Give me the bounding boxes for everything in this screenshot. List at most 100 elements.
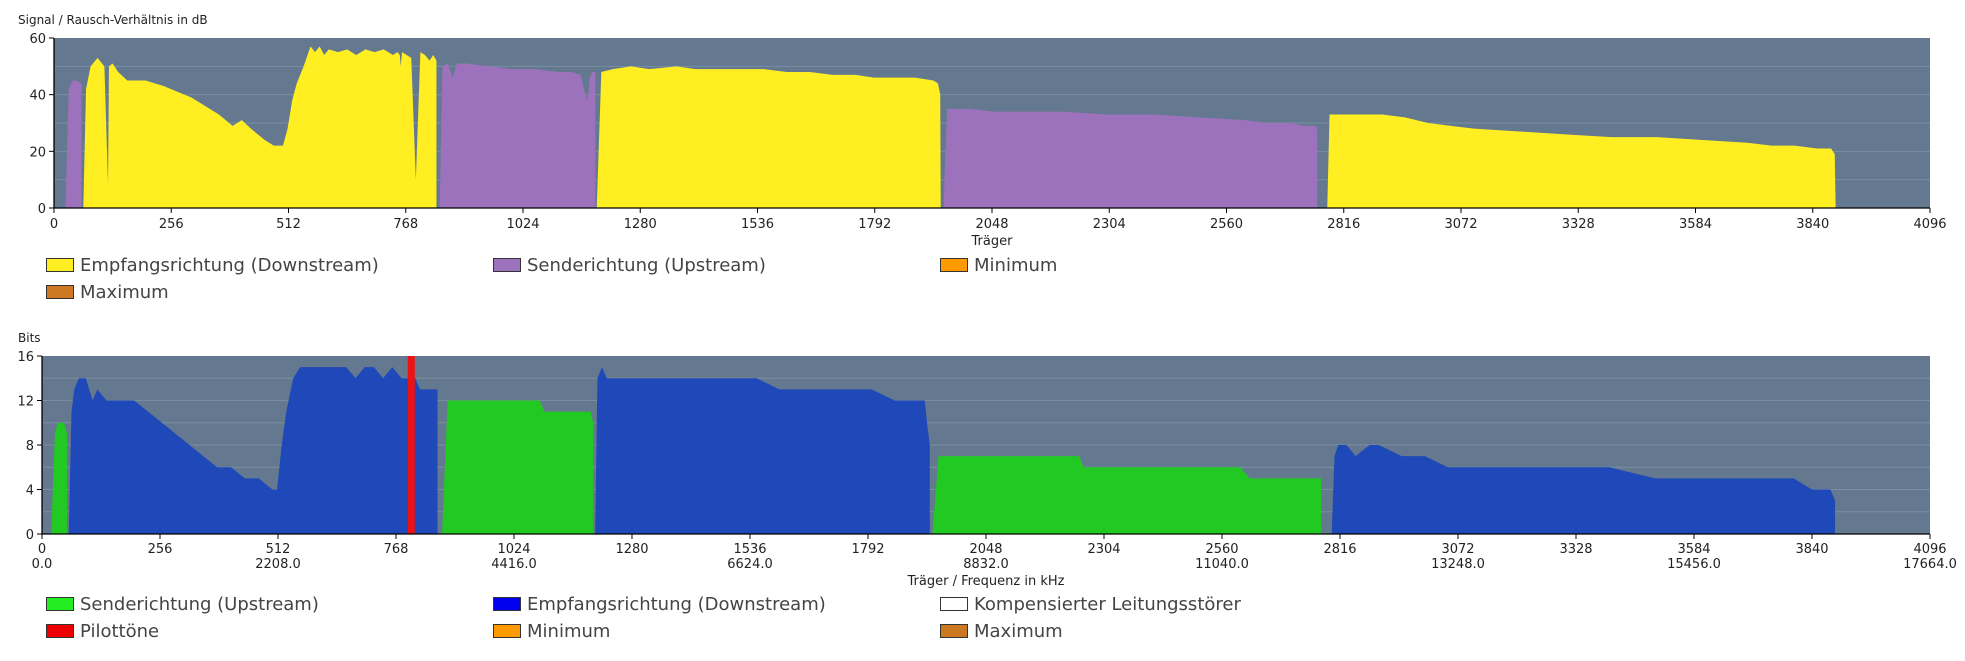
legend-label: Minimum xyxy=(527,620,611,642)
x-tick-label: 4096 xyxy=(1913,217,1946,232)
x-tick-label-frequency: 2208.0 xyxy=(255,557,301,572)
legend-swatch xyxy=(46,624,74,638)
series-area xyxy=(932,456,1322,534)
x-tick-label: 3072 xyxy=(1444,217,1477,232)
x-tick-label: 0 xyxy=(50,217,58,232)
legend-swatch xyxy=(46,258,74,272)
x-tick-label: 2816 xyxy=(1327,217,1360,232)
series-area xyxy=(1327,114,1836,208)
x-tick-label: 2048 xyxy=(975,217,1008,232)
y-tick-label: 20 xyxy=(29,145,46,160)
legend-label: Senderichtung (Upstream) xyxy=(80,593,319,615)
legend-swatch xyxy=(940,624,968,638)
series-area xyxy=(83,46,437,208)
x-tick-label: 0 xyxy=(38,542,46,557)
x-tick-label: 512 xyxy=(276,217,301,232)
x-tick-label: 1024 xyxy=(497,542,530,557)
legend-item: Pilottöne xyxy=(46,619,159,643)
legend-swatch xyxy=(493,258,521,272)
legend-swatch xyxy=(46,597,74,611)
legend-label: Empfangsrichtung (Downstream) xyxy=(527,593,826,615)
x-tick-label: 1792 xyxy=(858,217,891,232)
series-area xyxy=(1331,445,1836,534)
series-area xyxy=(596,66,941,208)
x-tick-label: 256 xyxy=(159,217,184,232)
legend-item: Empfangsrichtung (Downstream) xyxy=(493,592,826,616)
y-axis-label: Signal / Rausch-Verhältnis in dB xyxy=(18,13,208,27)
y-tick-label: 40 xyxy=(29,89,46,104)
series-area xyxy=(68,367,438,534)
x-tick-label: 768 xyxy=(393,217,418,232)
legend-label: Senderichtung (Upstream) xyxy=(527,254,766,276)
x-tick-label-frequency: 6624.0 xyxy=(727,557,773,572)
series-area xyxy=(65,80,82,208)
x-tick-label: 2304 xyxy=(1087,542,1120,557)
x-tick-label-frequency: 13248.0 xyxy=(1431,557,1485,572)
y-tick-label: 4 xyxy=(26,484,34,499)
x-tick-label-frequency: 0.0 xyxy=(32,557,53,572)
x-tick-label: 256 xyxy=(148,542,173,557)
x-axis-label: Träger xyxy=(971,234,1014,249)
x-tick-label-frequency: 15456.0 xyxy=(1667,557,1721,572)
legend-item: Minimum xyxy=(493,619,610,643)
legend-item: Senderichtung (Upstream) xyxy=(493,253,766,277)
legend-item: Maximum xyxy=(940,619,1063,643)
x-tick-label: 3072 xyxy=(1441,542,1474,557)
x-tick-label: 2304 xyxy=(1093,217,1126,232)
x-tick-label: 3584 xyxy=(1677,542,1710,557)
x-tick-label: 1280 xyxy=(615,542,648,557)
pilot-tone-bar xyxy=(407,356,415,534)
x-tick-label: 1024 xyxy=(506,217,539,232)
legend-item: Maximum xyxy=(46,280,169,304)
series-area xyxy=(439,63,596,208)
x-tick-label: 2560 xyxy=(1205,542,1238,557)
x-tick-label-frequency: 8832.0 xyxy=(963,557,1009,572)
legend-swatch xyxy=(493,597,521,611)
y-tick-label: 12 xyxy=(17,395,34,410)
legend-label: Minimum xyxy=(974,254,1058,276)
x-tick-label: 3840 xyxy=(1795,542,1828,557)
legend-item: Empfangsrichtung (Downstream) xyxy=(46,253,379,277)
legend-label: Maximum xyxy=(80,281,169,303)
x-tick-label: 1280 xyxy=(624,217,657,232)
y-axis-label: Bits xyxy=(18,331,41,345)
legend-swatch xyxy=(940,258,968,272)
legend-swatch xyxy=(493,624,521,638)
x-tick-label: 3328 xyxy=(1562,217,1595,232)
legend-item: Senderichtung (Upstream) xyxy=(46,592,319,616)
snr-chart: 0 20 40 60 0 256 512 768 1024 1280 1536 1792 2048 230… xyxy=(18,13,1947,249)
x-tick-label: 1536 xyxy=(733,542,766,557)
x-tick-label-frequency: 4416.0 xyxy=(491,557,537,572)
legend-label: Kompensierter Leitungsstörer xyxy=(974,593,1241,615)
x-tick-label: 1536 xyxy=(741,217,774,232)
x-tick-label: 512 xyxy=(266,542,291,557)
series-area xyxy=(943,108,1318,208)
series-area xyxy=(595,367,930,534)
x-tick-label: 1792 xyxy=(851,542,884,557)
x-tick-label: 2816 xyxy=(1323,542,1356,557)
y-tick-label: 8 xyxy=(26,439,34,454)
y-tick-label: 0 xyxy=(26,528,34,543)
x-tick-label-frequency: 17664.0 xyxy=(1903,557,1957,572)
legend-swatch xyxy=(940,597,968,611)
x-tick-label: 3584 xyxy=(1679,217,1712,232)
legend-label: Empfangsrichtung (Downstream) xyxy=(80,254,379,276)
x-tick-label: 3328 xyxy=(1559,542,1592,557)
legend-label: Pilottöne xyxy=(80,620,160,642)
y-tick-label: 16 xyxy=(17,350,34,365)
x-tick-label: 2560 xyxy=(1210,217,1243,232)
x-tick-label: 2048 xyxy=(969,542,1002,557)
x-tick-label: 4096 xyxy=(1913,542,1946,557)
legend-item: Kompensierter Leitungsstörer xyxy=(940,592,1241,616)
y-tick-label: 0 xyxy=(38,202,46,217)
x-tick-label: 3840 xyxy=(1796,217,1829,232)
x-tick-label: 768 xyxy=(384,542,409,557)
legend-swatch xyxy=(46,285,74,299)
legend-item: Minimum xyxy=(940,253,1057,277)
series-area xyxy=(442,400,594,534)
x-tick-label-frequency: 11040.0 xyxy=(1195,557,1249,572)
series-area xyxy=(51,422,67,534)
x-axis-label: Träger / Frequenz in kHz xyxy=(907,574,1065,589)
